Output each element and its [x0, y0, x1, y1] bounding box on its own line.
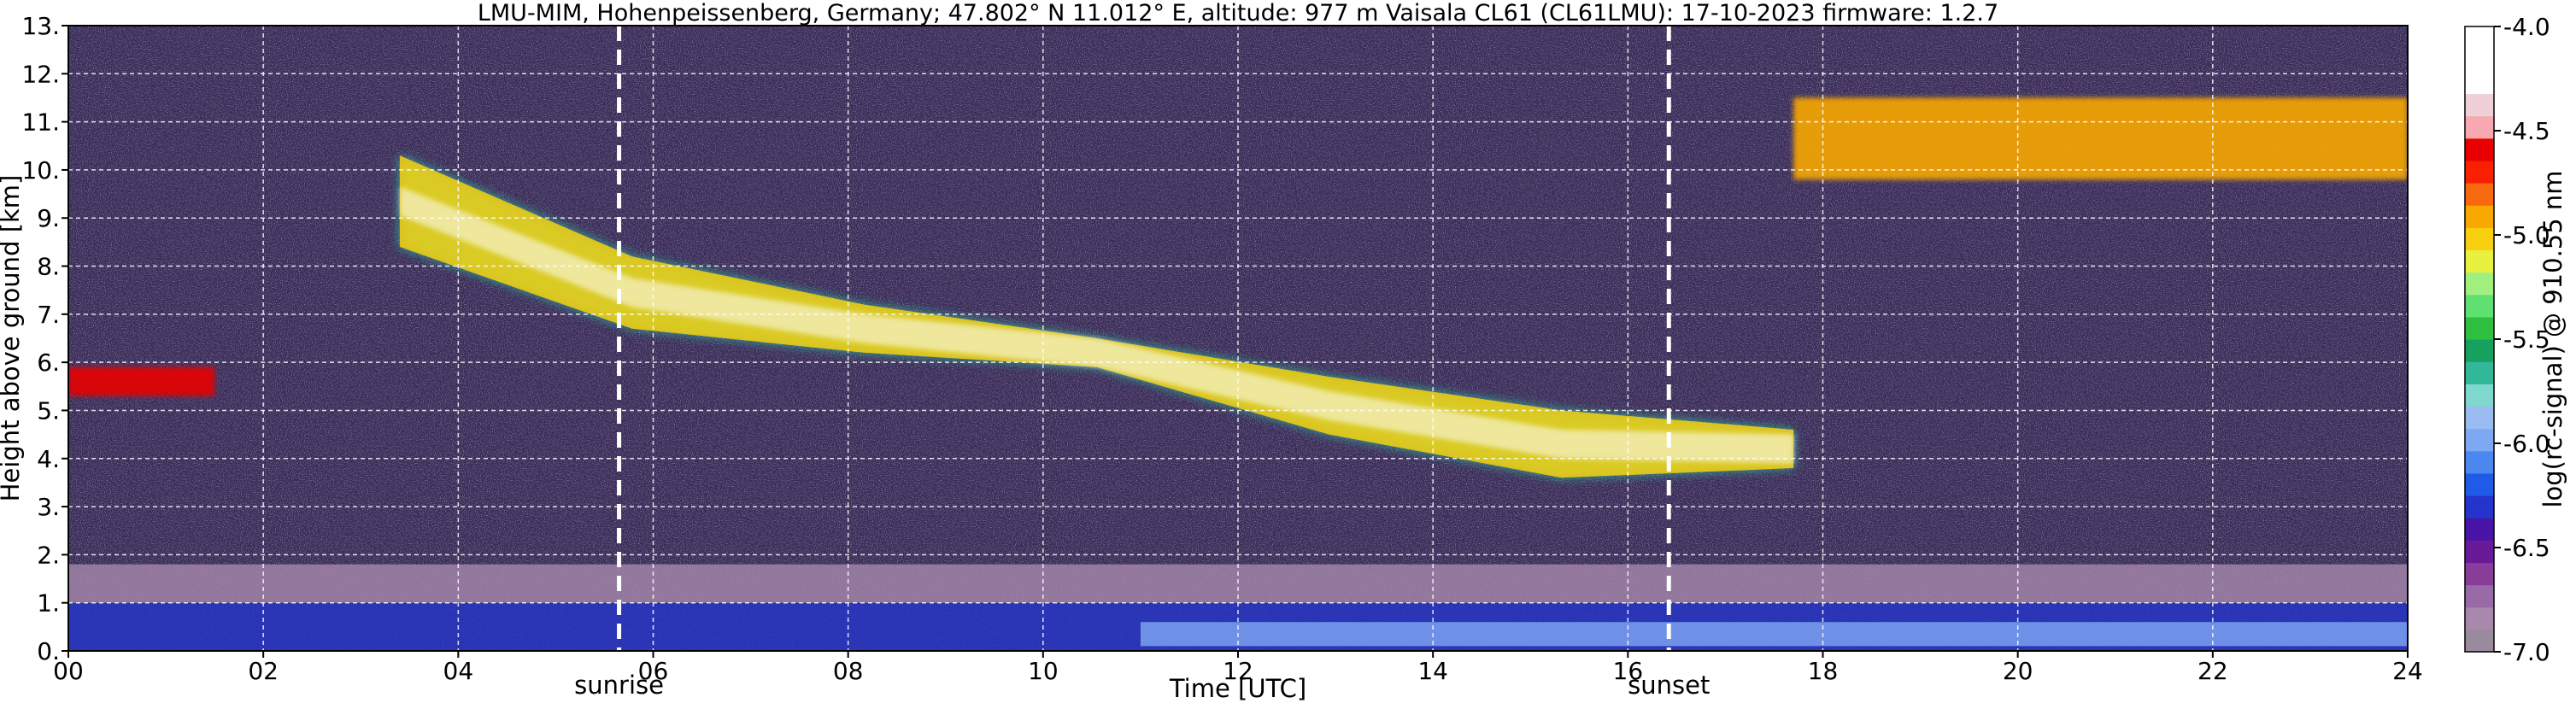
x-tick-label: 12	[1223, 657, 1253, 685]
colorbar-swatch	[2465, 584, 2494, 608]
colorbar-swatch	[2465, 339, 2494, 362]
colorbar-swatch	[2465, 629, 2494, 653]
colorbar-swatch	[2465, 49, 2494, 72]
colorbar-tick-label: -5.0	[2503, 221, 2550, 249]
colorbar-swatch	[2465, 205, 2494, 228]
colorbar-swatch	[2465, 606, 2494, 630]
colorbar-swatch	[2465, 249, 2494, 273]
y-tick-label: 11.	[21, 108, 60, 137]
x-tick-label: 22	[2198, 657, 2228, 685]
colorbar-swatch	[2465, 294, 2494, 318]
x-axis-label: Time [UTC]	[1169, 674, 1306, 703]
y-tick-label: 4.	[37, 445, 60, 473]
chart-title: LMU-MIM, Hohenpeissenberg, Germany; 47.8…	[478, 0, 1998, 26]
y-axis-label: Height above ground [km]	[0, 175, 25, 502]
layer-cirrus-band-3-18-utc-core	[399, 155, 1794, 478]
y-tick-label: 2.	[37, 541, 60, 569]
colorbar-swatch	[2465, 316, 2494, 340]
colorbar-swatch	[2465, 518, 2494, 541]
y-tick-label: 5.	[37, 396, 60, 425]
y-tick-label: 6.	[37, 349, 60, 377]
colorbar-swatch	[2465, 272, 2494, 296]
colorbar-swatch	[2465, 406, 2494, 430]
layer-low-cloud-at-0-1-utc	[68, 366, 215, 396]
y-tick-label: 3.	[37, 493, 60, 521]
colorbar-swatch	[2465, 450, 2494, 474]
colorbar-swatch	[2465, 495, 2494, 519]
y-tick-label: 0.	[37, 637, 60, 665]
colorbar-swatch	[2465, 384, 2494, 407]
y-tick-label: 13.	[21, 12, 60, 40]
x-tick-label: 08	[833, 657, 864, 685]
colorbar-swatch	[2465, 227, 2494, 251]
layer-cirrus-band-3-18-utc-peak	[399, 186, 1794, 464]
colorbar-swatch	[2465, 540, 2494, 564]
colorbar-swatch	[2465, 160, 2494, 184]
colorbar-tick-label: -5.5	[2503, 325, 2550, 354]
y-tick-label: 9.	[37, 204, 60, 232]
grid-lines	[68, 26, 2408, 651]
colorbar-swatch	[2465, 472, 2494, 496]
y-tick-label: 8.	[37, 253, 60, 281]
y-tick-label: 7.	[37, 301, 60, 329]
x-tick-label: 00	[53, 657, 84, 685]
x-tick-label: 10	[1028, 657, 1059, 685]
layer-upper-cirrus-18-24-utc	[1793, 97, 2408, 180]
x-tick-label: 02	[248, 657, 279, 685]
colorbar-swatch	[2465, 71, 2494, 95]
y-tick-label: 10.	[21, 156, 60, 185]
marker-label-sunrise: sunrise	[574, 671, 664, 700]
sun-markers: sunrise sunset	[574, 26, 1710, 700]
layer-daytime-mixed-layer	[1140, 622, 2408, 647]
colorbar-tick-label: -7.0	[2503, 638, 2550, 666]
x-tick-label: 14	[1417, 657, 1448, 685]
colorbar-swatch	[2465, 26, 2494, 50]
y-tick-label: 1.	[37, 589, 60, 618]
x-tick-label: 18	[1808, 657, 1839, 685]
x-tick-label: 24	[2392, 657, 2423, 685]
colorbar-swatch	[2465, 183, 2494, 206]
colorbar-label: log(rc-signal) @ 910.55 nm	[2538, 170, 2567, 507]
colorbar-swatch	[2465, 115, 2494, 139]
colorbar-tick-label: -6.0	[2503, 430, 2550, 458]
colorbar-swatch	[2465, 138, 2494, 161]
x-tick-label: 16	[1613, 657, 1644, 685]
colorbar-swatch	[2465, 361, 2494, 384]
colorbar-swatch	[2465, 93, 2494, 117]
x-axis: 00 02 04 06 08 10 12 14 16 18 20 22 24	[53, 651, 2423, 685]
x-tick-label: 04	[443, 657, 474, 685]
colorbar-tick-label: -4.0	[2503, 13, 2550, 41]
y-axis: 0. 1. 2. 3. 4. 5. 6. 7. 8. 9. 10. 11. 12. 13.	[21, 12, 68, 665]
colorbar: -4.0 -4.5 -5.0 -5.5 -6.0 -6.5 -7.0	[2464, 13, 2550, 666]
x-tick-label: 06	[638, 657, 669, 685]
colorbar-swatch	[2465, 562, 2494, 586]
y-tick-label: 12.	[21, 60, 60, 88]
layer-cirrus-band-3-18-utc	[399, 155, 1794, 478]
x-tick-label: 20	[2003, 657, 2033, 685]
colorbar-tick-label: -4.5	[2503, 117, 2550, 145]
marker-label-sunset: sunset	[1628, 671, 1710, 700]
colorbar-swatch	[2465, 428, 2494, 452]
colorbar-tick-label: -6.5	[2503, 534, 2550, 562]
